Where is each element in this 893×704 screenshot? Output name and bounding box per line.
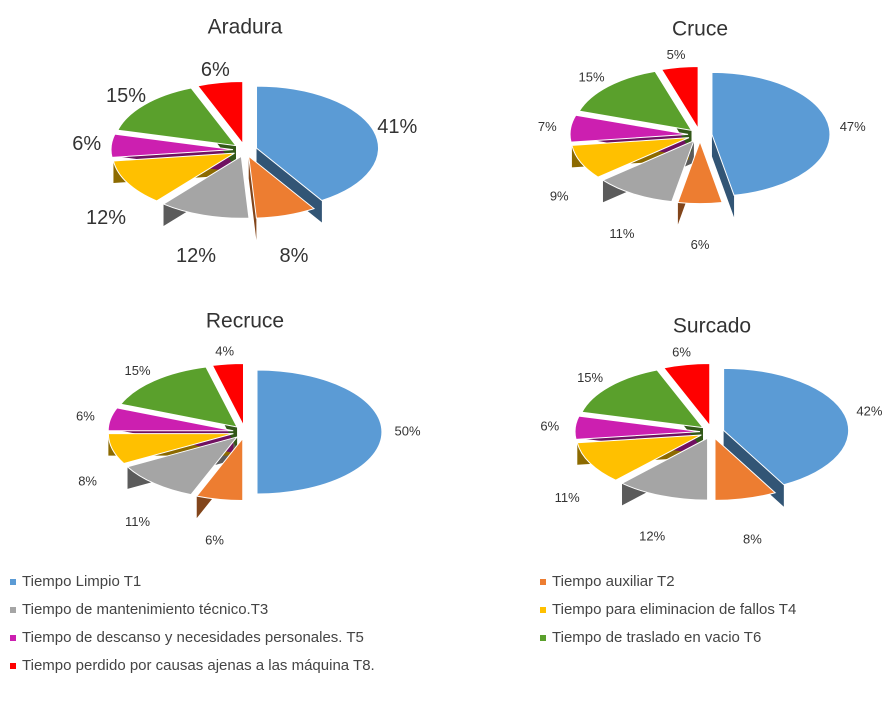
pie-chart: Recruce 50% 6% 11% 8% 6% 15% 4% bbox=[76, 310, 421, 548]
chart-title: Recruce bbox=[206, 310, 284, 333]
pie-slice bbox=[112, 152, 235, 202]
legend-label: Tiempo Limpio T1 bbox=[22, 573, 141, 590]
pie-tops bbox=[574, 363, 850, 501]
pie-slice bbox=[569, 114, 689, 143]
pie-tops bbox=[569, 65, 831, 205]
data-label: 12% bbox=[176, 245, 216, 267]
data-label: 12% bbox=[639, 528, 665, 543]
pie-slice bbox=[119, 366, 238, 428]
data-label: 6% bbox=[72, 133, 101, 155]
data-label: 50% bbox=[394, 423, 420, 438]
pie-slice bbox=[196, 81, 244, 145]
pie-slice bbox=[195, 437, 244, 501]
data-label: 15% bbox=[125, 363, 151, 378]
pie-tops bbox=[110, 81, 379, 219]
data-label: 41% bbox=[377, 116, 417, 138]
pie-slice bbox=[662, 363, 711, 427]
legend-label: Tiempo de descanso y necesidades persona… bbox=[22, 629, 364, 646]
pie-slice bbox=[576, 434, 702, 481]
data-label: 9% bbox=[550, 188, 569, 203]
chart-title: Surcado bbox=[673, 315, 751, 338]
pie-slice bbox=[723, 367, 850, 486]
data-label: 11% bbox=[609, 226, 634, 241]
pie-labels: 47% 6% 11% 9% 7% 15% 5% bbox=[538, 47, 866, 252]
data-label: 8% bbox=[743, 532, 762, 547]
legend-swatch bbox=[10, 579, 16, 585]
legend-swatch bbox=[540, 635, 546, 641]
pie-slice bbox=[117, 87, 238, 147]
pie-slice bbox=[677, 140, 723, 205]
data-label: 47% bbox=[840, 119, 866, 134]
data-label: 8% bbox=[280, 245, 309, 267]
data-label: 6% bbox=[540, 418, 559, 433]
legend-label: Tiempo para eliminacion de fallos T4 bbox=[552, 601, 796, 618]
data-label: 6% bbox=[76, 408, 95, 423]
data-label: 11% bbox=[125, 514, 150, 529]
pie-slice bbox=[711, 71, 831, 196]
pie-slice bbox=[126, 436, 239, 496]
data-label: 6% bbox=[691, 237, 710, 252]
pie-slice bbox=[660, 65, 699, 131]
chart-title: Aradura bbox=[208, 16, 283, 39]
pie-labels: 50% 6% 11% 8% 6% 15% 4% bbox=[76, 343, 421, 547]
data-label: 42% bbox=[856, 403, 882, 418]
legend-swatch bbox=[10, 607, 16, 613]
legend-label: Tiempo de mantenimiento técnico.T3 bbox=[22, 601, 268, 618]
data-label: 7% bbox=[538, 119, 557, 134]
data-label: 8% bbox=[78, 473, 97, 488]
pie-slice bbox=[256, 85, 379, 202]
pie-slice bbox=[162, 155, 250, 219]
pie-labels: 41% 8% 12% 12% 6% 15% 6% bbox=[72, 59, 417, 267]
pie-tops bbox=[107, 362, 383, 501]
legend-swatch bbox=[10, 663, 16, 669]
chart-title: Cruce bbox=[672, 18, 728, 41]
pie-slice bbox=[211, 362, 244, 426]
pie-slice bbox=[714, 437, 777, 501]
data-label: 5% bbox=[667, 47, 686, 62]
data-label: 15% bbox=[106, 85, 146, 107]
pie-labels: 42% 8% 12% 11% 6% 15% 6% bbox=[540, 344, 882, 546]
data-label: 11% bbox=[555, 490, 580, 505]
legend-swatch bbox=[540, 579, 546, 585]
pie-chart: Surcado 42% 8% 12% 11% 6% 15% 6% bbox=[540, 315, 882, 547]
data-label: 15% bbox=[577, 370, 603, 385]
pie-slice bbox=[107, 433, 234, 465]
legend: Tiempo Limpio T1 Tiempo auxiliar T2 Tiempo… bbox=[10, 573, 796, 674]
pie-slice bbox=[571, 137, 690, 178]
pie-chart: Aradura 41% 8% 12% 12% 6% 15% 6% bbox=[72, 16, 417, 267]
legend-swatch bbox=[540, 607, 546, 613]
pie-slice bbox=[578, 70, 693, 132]
pie-slice bbox=[581, 369, 705, 429]
pie-slice bbox=[107, 407, 234, 432]
data-label: 4% bbox=[215, 343, 234, 358]
pie-slice bbox=[110, 133, 234, 158]
data-label: 12% bbox=[86, 207, 126, 229]
legend-swatch bbox=[10, 635, 16, 641]
pie-chart: Cruce 47% 6% 11% 9% 7% 15% 5% bbox=[538, 18, 866, 252]
data-label: 15% bbox=[579, 69, 605, 84]
pie-slice bbox=[620, 437, 709, 501]
pie-slice bbox=[601, 139, 695, 203]
data-label: 6% bbox=[201, 59, 230, 81]
legend-label: Tiempo de traslado en vacio T6 bbox=[552, 629, 761, 646]
pie-slice bbox=[574, 415, 701, 440]
pie-slice bbox=[256, 369, 383, 495]
legend-label: Tiempo perdido por causas ajenas a las m… bbox=[22, 657, 375, 674]
legend-label: Tiempo auxiliar T2 bbox=[552, 573, 675, 590]
data-label: 6% bbox=[205, 533, 224, 548]
pie-slice bbox=[248, 155, 316, 219]
data-label: 6% bbox=[672, 344, 691, 359]
